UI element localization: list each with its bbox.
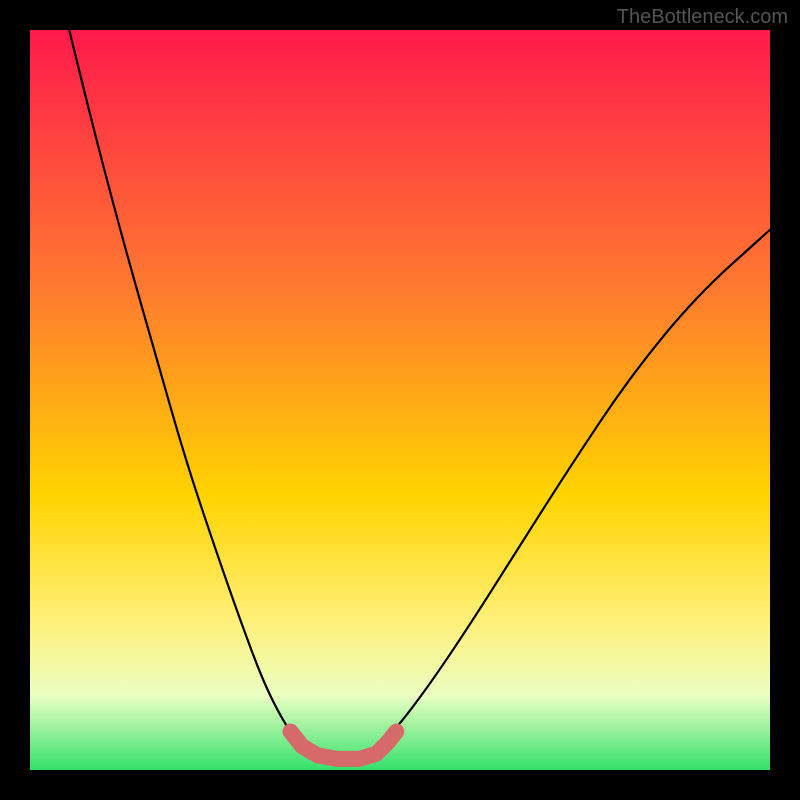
plot-area (30, 30, 770, 770)
chart-frame: TheBottleneck.com (0, 0, 800, 800)
curve-right_arm (385, 230, 770, 741)
trough-marker (290, 732, 396, 759)
curve-left_arm (69, 30, 296, 740)
watermark-text: TheBottleneck.com (617, 6, 788, 29)
curves-svg (30, 30, 770, 770)
